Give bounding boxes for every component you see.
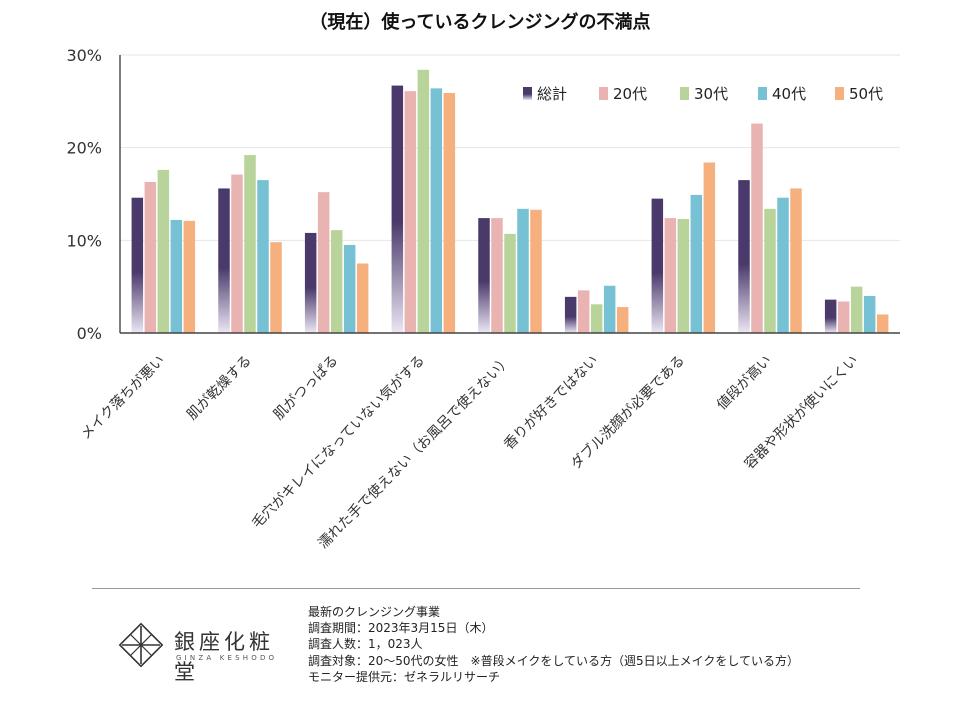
x-tick-label: 肌が乾燥する	[184, 353, 255, 424]
bar	[183, 220, 196, 333]
legend-swatch	[758, 87, 767, 100]
brand-name: 銀座化粧堂	[174, 630, 274, 684]
bar	[703, 162, 716, 333]
bar	[651, 198, 664, 333]
note-line: 調査対象：20～50代の女性 ※普段メイクをしている方（週5日以上メイクをしてい…	[308, 653, 800, 668]
brand-mark-icon	[118, 622, 164, 668]
chart-title: （現在）使っているクレンジングの不満点	[309, 12, 651, 33]
bar	[751, 123, 763, 333]
bar	[590, 304, 603, 333]
bar	[837, 301, 850, 333]
y-tick-label: 30%	[66, 46, 102, 65]
legend-swatch	[599, 87, 608, 100]
bar	[144, 181, 157, 333]
bar	[690, 194, 703, 333]
bar	[231, 174, 243, 333]
bar	[257, 180, 269, 333]
bar	[317, 192, 330, 333]
legend-label: 50代	[849, 85, 883, 103]
bar	[530, 209, 542, 333]
bar	[876, 314, 889, 333]
bar	[764, 208, 776, 333]
bar	[491, 218, 503, 333]
bar	[170, 219, 183, 333]
x-tick-label: 香りが好きではない	[501, 353, 601, 453]
bar	[863, 295, 876, 333]
bar	[824, 299, 837, 333]
bar	[391, 85, 404, 333]
note-line: モニター提供元：ゼネラルリサーチ	[308, 669, 501, 684]
x-tick-label: メイク落ちが悪い	[78, 353, 168, 443]
bar	[330, 230, 343, 333]
bar	[443, 92, 456, 333]
bar	[664, 218, 677, 333]
bar	[616, 307, 629, 333]
bar	[430, 88, 443, 333]
bar	[517, 208, 529, 333]
y-tick-label: 20%	[66, 139, 102, 158]
x-tick-label: 値段が高い	[713, 352, 775, 414]
legend-swatch	[680, 87, 689, 100]
bar	[504, 233, 516, 333]
note-line: 調査人数：1，023人	[308, 637, 423, 652]
legend-swatch	[523, 87, 532, 100]
bar	[777, 197, 789, 333]
bar	[738, 180, 750, 333]
bar	[564, 296, 577, 333]
bar	[790, 188, 802, 333]
y-tick-label: 10%	[66, 231, 102, 250]
x-tick-label: 肌がつっぱる	[271, 353, 342, 424]
x-tick-label: 濡れた手で使えない（お風呂で使えない）	[315, 352, 515, 552]
brand-romanized: GINZA KESHODO	[176, 654, 278, 662]
bar-chart: 0% 10% 20% 30% メイク落ちが悪い 肌が乾燥する 肌がつっぱる毛穴がキレイになっ…	[66, 46, 900, 552]
legend-swatch	[835, 87, 844, 100]
legend-label: 40代	[772, 85, 806, 103]
bar	[478, 218, 490, 333]
bar	[304, 232, 317, 333]
bar	[244, 155, 256, 333]
legend-label: 20代	[613, 85, 647, 103]
y-tick-label: 0%	[77, 324, 102, 343]
legend-label: 総計	[537, 85, 567, 103]
footer-divider	[92, 588, 860, 589]
bar	[417, 69, 430, 334]
bar	[404, 91, 417, 333]
bar	[850, 286, 863, 333]
bar	[356, 263, 369, 333]
bar	[131, 197, 144, 333]
bar	[603, 285, 616, 333]
bar	[157, 169, 170, 333]
legend-label: 30代	[694, 85, 728, 103]
x-tick-label: 毛穴がキレイになっていない気がする	[249, 353, 428, 532]
bar	[677, 219, 690, 333]
bar	[577, 290, 590, 333]
brand-logo: 銀座化粧堂 GINZA KESHODO	[118, 622, 288, 684]
note-line: 調査期間：2023年3月15日（木）	[308, 621, 494, 636]
bar	[343, 244, 356, 333]
bar	[270, 242, 282, 333]
note-line: 最新のクレンジング事業	[308, 605, 441, 619]
survey-notes: 最新のクレンジング事業 調査期間：2023年3月15日（木） 調査人数：1，02…	[308, 604, 799, 685]
bar	[218, 188, 230, 333]
